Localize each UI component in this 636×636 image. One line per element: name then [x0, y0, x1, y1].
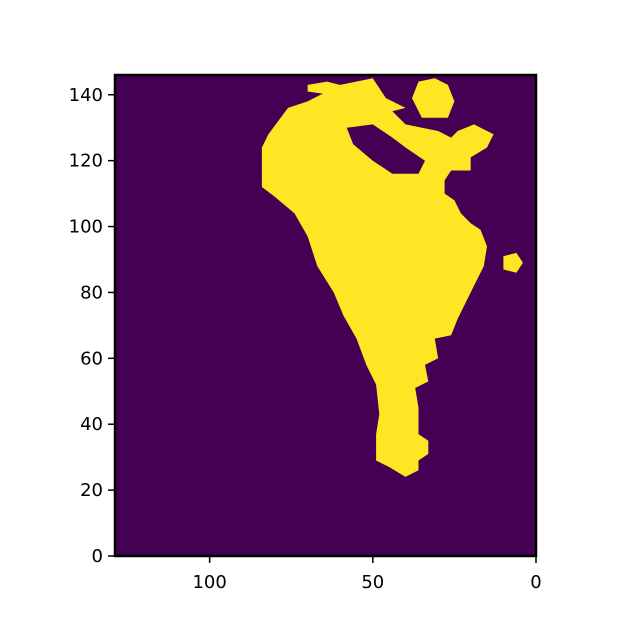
- region-big-toe: [412, 78, 455, 118]
- y-tick-label: 80: [80, 282, 103, 303]
- region-toe-strip: [307, 81, 363, 102]
- y-tick-label: 20: [80, 480, 103, 501]
- x-tick-label: 0: [530, 572, 541, 593]
- plot-frame: [113, 73, 538, 558]
- x-axis: 100 50 0: [192, 556, 542, 593]
- region-foot-body: [261, 78, 494, 477]
- region-arch-gap: [346, 124, 425, 174]
- y-tick-label: 120: [69, 151, 103, 172]
- x-tick-label: 100: [192, 572, 226, 593]
- y-tick-label: 0: [92, 546, 103, 567]
- y-axis: 0 20 40 60 80 100 120 140: [69, 85, 115, 567]
- y-tick-label: 140: [69, 85, 103, 106]
- x-tick-label: 50: [361, 572, 384, 593]
- y-tick-label: 40: [80, 414, 103, 435]
- region-toe-right: [503, 252, 523, 273]
- y-tick-label: 60: [80, 348, 103, 369]
- region-hole: [444, 338, 455, 349]
- y-tick-label: 100: [69, 217, 103, 238]
- mask-regions: [261, 78, 523, 477]
